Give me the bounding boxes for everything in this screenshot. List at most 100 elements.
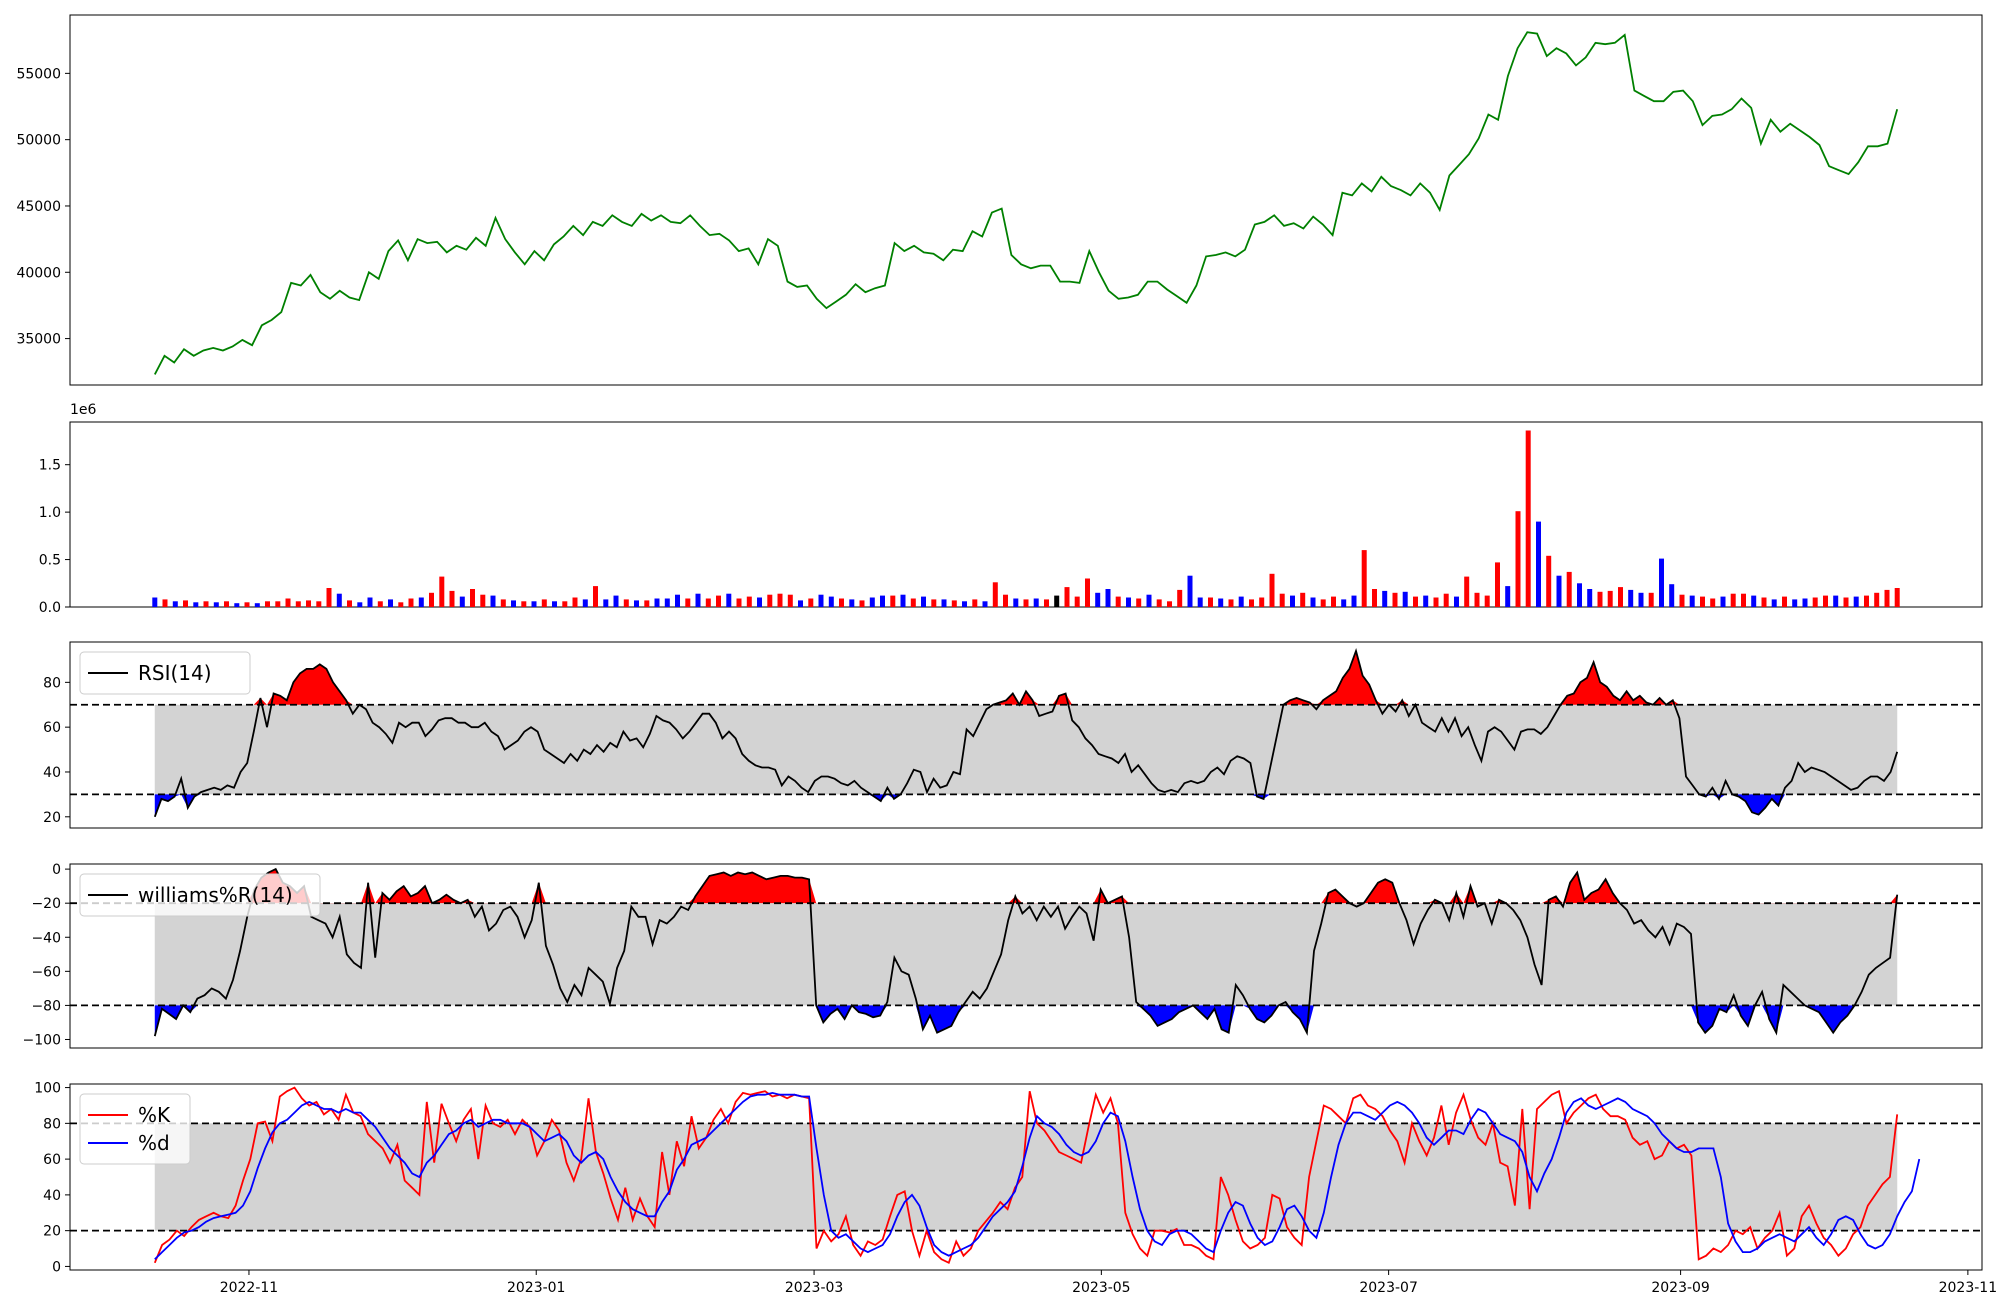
volume-bar [798, 600, 803, 607]
volume-bar [1187, 575, 1193, 607]
volume-bar [1351, 595, 1357, 607]
volume-bar [572, 597, 578, 607]
volume-bar [152, 597, 158, 607]
y-tick-label: 0 [52, 862, 61, 878]
volume-bar [1320, 599, 1326, 607]
x-tick-label: 2023-11 [1939, 1280, 1998, 1296]
x-tick-label: 2023-01 [507, 1280, 566, 1296]
volume-bar [1454, 596, 1459, 607]
volume-bar [326, 588, 332, 607]
volume-bar [1607, 590, 1613, 607]
volume-bar [1095, 592, 1101, 607]
volume-bar [357, 602, 363, 607]
volume-bar [1074, 596, 1080, 607]
y-tick-label: 0.0 [39, 600, 61, 616]
volume-bar [890, 595, 896, 607]
volume-bar [1218, 598, 1224, 607]
volume-bar [316, 601, 322, 607]
volume-bar [1618, 587, 1623, 607]
volume-bar [1259, 597, 1265, 607]
x-tick-label: 2023-09 [1651, 1280, 1710, 1296]
volume-bar [1741, 593, 1746, 607]
volume-bar [623, 599, 629, 607]
volume-bar [962, 601, 967, 607]
volume-offset-text: 1e6 [70, 402, 97, 418]
y-tick-label: 60 [43, 720, 61, 736]
y-tick-label: −60 [31, 964, 61, 980]
volume-bar [941, 599, 947, 607]
volume-bar [1402, 591, 1408, 607]
volume-bar [1003, 594, 1008, 607]
volume-bar [1249, 599, 1254, 607]
price-panel-frame [69, 14, 1983, 386]
y-tick-label: −40 [31, 930, 61, 946]
volume-bar [1300, 592, 1306, 607]
volume-bar [531, 601, 537, 607]
volume-bar [306, 600, 311, 607]
legend-label: williams%R(14) [138, 883, 293, 907]
volume-bar [1290, 595, 1295, 607]
volume-bar [664, 598, 670, 607]
volume-bar [757, 597, 762, 607]
volume-bar [254, 603, 260, 607]
volume-bar [1566, 571, 1572, 607]
y-tick-label: 35000 [16, 332, 61, 348]
volume-bar [1136, 598, 1142, 607]
volume-bar [603, 599, 609, 607]
volume-bar [1105, 589, 1111, 607]
volume-bar [1843, 597, 1849, 607]
legend-label: %d [138, 1131, 170, 1155]
volume-bar [265, 601, 270, 607]
volume-bar [1587, 589, 1593, 607]
x-tick-label: 2023-03 [785, 1280, 844, 1296]
volume-bar [1310, 597, 1316, 607]
y-tick-label: 20 [43, 1224, 61, 1240]
volume-bar [1505, 586, 1511, 607]
volume-bar [1279, 593, 1285, 607]
volume-bar [234, 603, 240, 607]
volume-bar [1720, 596, 1726, 607]
legend-box [79, 651, 251, 695]
series-line [153, 867, 1899, 1037]
volume-bar [1033, 598, 1039, 607]
volume-bar [162, 599, 168, 607]
volume-bar [716, 595, 721, 607]
volume-bar [1864, 595, 1869, 607]
volume-bar [1197, 597, 1203, 607]
y-tick-label: 45000 [16, 199, 61, 215]
volume-bar [1525, 430, 1531, 607]
volume-bar [982, 601, 988, 607]
volume-bar [685, 598, 691, 607]
volume-bar [1823, 595, 1828, 607]
volume-bar [1443, 593, 1449, 607]
y-tick-label: 0 [52, 1259, 61, 1275]
volume-bar [377, 601, 383, 607]
y-tick-label: 1.0 [39, 505, 61, 521]
volume-bar [1659, 558, 1664, 607]
volume-bar [1269, 573, 1275, 607]
volume-bar [736, 598, 742, 607]
volume-bar [849, 599, 855, 607]
y-tick-label: −80 [31, 998, 61, 1014]
volume-bar [1597, 591, 1603, 607]
volume-bar [972, 599, 978, 607]
volume-bar [1495, 562, 1500, 607]
legend-label: RSI(14) [138, 661, 212, 685]
volume-bar [1054, 595, 1060, 607]
volume-bar [1884, 589, 1890, 607]
y-tick-label: 20 [43, 810, 61, 826]
volume-bar [1413, 596, 1418, 607]
volume-bar [1484, 595, 1490, 607]
volume-bar [521, 601, 527, 607]
volume-bar [285, 598, 291, 607]
volume-bar [1208, 597, 1213, 607]
volume-bar [1515, 511, 1521, 607]
volume-bar [429, 592, 434, 607]
volume-bar [1167, 601, 1172, 607]
volume-bar [746, 596, 752, 607]
y-tick-label: 100 [34, 1081, 61, 1097]
volume-bar [224, 601, 229, 607]
volume-bar [552, 601, 557, 607]
